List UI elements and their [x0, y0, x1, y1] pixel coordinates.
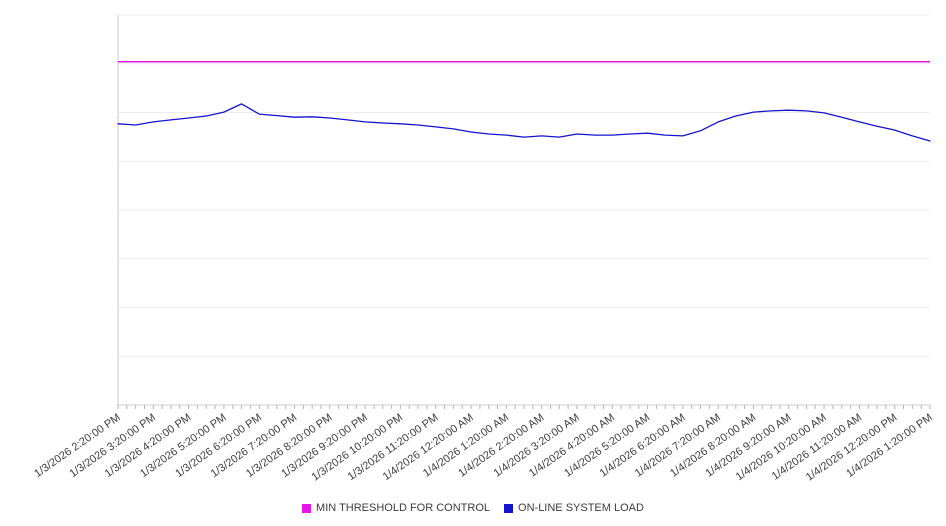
online-system-load-swatch-icon — [504, 503, 514, 513]
min-threshold-swatch-icon — [302, 503, 312, 513]
min-threshold-legend-label: MIN THRESHOLD FOR CONTROL — [316, 502, 491, 514]
online-system-load-legend-label: ON-LINE SYSTEM LOAD — [518, 502, 644, 514]
legend: MIN THRESHOLD FOR CONTROL ON-LINE SYSTEM… — [0, 502, 946, 514]
legend-item-online-system-load[interactable]: ON-LINE SYSTEM LOAD — [504, 502, 644, 514]
line-chart: 1/3/2026 2:20:00 PM1/3/2026 3:20:00 PM1/… — [32, 14, 935, 482]
legend-item-min-threshold[interactable]: MIN THRESHOLD FOR CONTROL — [302, 502, 490, 514]
